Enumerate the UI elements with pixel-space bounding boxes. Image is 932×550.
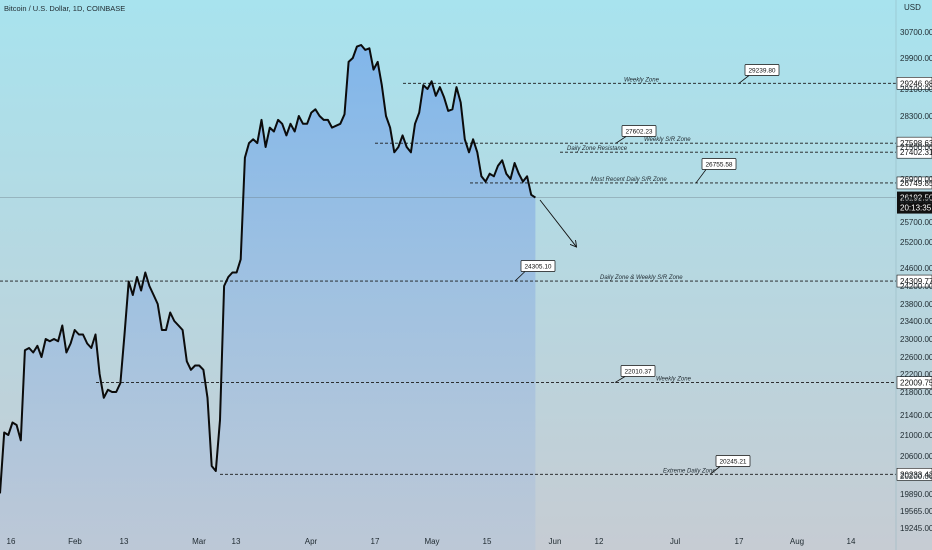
- y-tick-label: 21400.00: [900, 411, 932, 420]
- x-tick-label: 15: [483, 537, 492, 546]
- x-tick-label: 17: [371, 537, 380, 546]
- level-price-label: 29246.98: [900, 79, 932, 88]
- x-tick-label: 13: [120, 537, 129, 546]
- x-tick-label: Mar: [192, 537, 206, 546]
- callout-box[interactable]: [621, 125, 657, 137]
- callout-pointer: [709, 466, 721, 475]
- y-tick-label: 28300.00: [900, 112, 932, 121]
- x-tick-label: May: [424, 537, 439, 546]
- y-tick-label: 20600.00: [900, 452, 932, 461]
- currency-label: USD: [904, 3, 921, 12]
- level-price-label: 26749.85: [900, 179, 932, 188]
- x-tick-label: Jul: [670, 537, 680, 546]
- y-tick-label: 25700.00: [900, 218, 932, 227]
- chart-title: Bitcoin / U.S. Dollar, 1D, COINBASE: [4, 4, 125, 13]
- callout-label: 20245.21: [719, 458, 746, 465]
- level-annotation: Daily Zone Resistance: [567, 146, 628, 152]
- projection-arrow[interactable]: [539, 199, 576, 246]
- x-tick-label: Jun: [549, 537, 562, 546]
- callout-box[interactable]: [715, 455, 751, 467]
- callout-pointer: [738, 75, 750, 84]
- y-tick-label: 21800.00: [900, 388, 932, 397]
- level-price-box: [896, 77, 932, 90]
- callout-pointer: [514, 271, 526, 282]
- level-price-box: [896, 145, 932, 159]
- callout-box[interactable]: [520, 260, 556, 272]
- y-tick-label: 26100.00: [900, 196, 932, 205]
- y-tick-label: 24600.00: [900, 264, 932, 273]
- x-tick-label: 13: [232, 537, 241, 546]
- callout-pointer: [695, 169, 707, 184]
- price-line[interactable]: [0, 44, 536, 494]
- x-tick-label: 14: [847, 537, 856, 546]
- y-tick-label: 22200.00: [900, 370, 932, 379]
- y-tick-label: 19565.00: [900, 507, 932, 516]
- level-price-box: [896, 176, 932, 190]
- callout-label: 29239.80: [748, 67, 775, 74]
- level-price-label: 20233.42: [900, 470, 932, 479]
- level-price-box: [896, 274, 932, 288]
- current-price-box: [897, 191, 932, 214]
- y-tick-label: 30700.00: [900, 28, 932, 37]
- level-annotation: Extreme Daily Zone: [663, 468, 716, 474]
- y-tick-label: 20200.00: [900, 472, 932, 481]
- y-tick-label: 22600.00: [900, 353, 932, 362]
- callout-box[interactable]: [620, 365, 656, 377]
- callout-label: 24305.10: [524, 263, 551, 270]
- x-tick-label: 17: [735, 537, 744, 546]
- price-axis[interactable]: 30700.00 29900.00 29100.00 28300.00 27500.00…: [900, 28, 932, 533]
- level-annotation: Most Recent Daily S/R Zone: [591, 177, 667, 183]
- callout-box[interactable]: [744, 64, 780, 76]
- x-tick-label: 12: [595, 537, 604, 546]
- time-axis[interactable]: 16 Feb 13 Mar 13 Apr 17 May 15 Jun 12 Jul 17 Aug 14: [7, 537, 856, 546]
- callout-label: 26755.58: [705, 161, 732, 168]
- callout-pointer: [614, 376, 626, 383]
- x-tick-label: Apr: [305, 537, 318, 546]
- y-tick-label: 24200.00: [900, 282, 932, 291]
- level-price-box: [896, 376, 932, 389]
- y-tick-label: 23800.00: [900, 300, 932, 309]
- y-tick-label: 23000.00: [900, 335, 932, 344]
- callout-label: 27602.23: [625, 128, 652, 135]
- level-annotation: Weekly Zone: [624, 77, 660, 83]
- level-price-label: 27598.63: [900, 139, 932, 148]
- y-tick-label: 19890.00: [900, 490, 932, 499]
- y-tick-label: 27500.00: [900, 143, 932, 152]
- level-annotation: Weekly S/R Zone: [644, 137, 691, 143]
- level-price-box: [896, 468, 932, 481]
- current-price-label: 26192.50: [900, 194, 932, 203]
- y-tick-label: 21000.00: [900, 431, 932, 440]
- price-area-fill: [0, 45, 536, 550]
- y-tick-label: 26900.00: [900, 175, 932, 184]
- x-tick-label: Aug: [790, 537, 804, 546]
- x-tick-label: Feb: [68, 537, 82, 546]
- countdown-label: 20:13:35: [900, 204, 932, 213]
- x-tick-label: 16: [7, 537, 16, 546]
- callout-label: 22010.37: [624, 368, 651, 375]
- callout-pointer: [615, 136, 627, 144]
- level-price-label: 27402.31: [900, 148, 932, 157]
- level-annotation: Daily Zone & Weekly S/R Zone: [600, 275, 683, 281]
- level-annotation: Weekly Zone: [656, 377, 692, 383]
- callout-box[interactable]: [701, 158, 737, 170]
- level-price-label: 24309.77: [900, 277, 932, 286]
- y-tick-label: 25200.00: [900, 238, 932, 247]
- y-tick-label: 29100.00: [900, 85, 932, 94]
- y-tick-label: 29900.00: [900, 54, 932, 63]
- level-price-label: 22009.75: [900, 379, 932, 388]
- y-tick-label: 19245.00: [900, 524, 932, 533]
- y-tick-label: 23400.00: [900, 317, 932, 326]
